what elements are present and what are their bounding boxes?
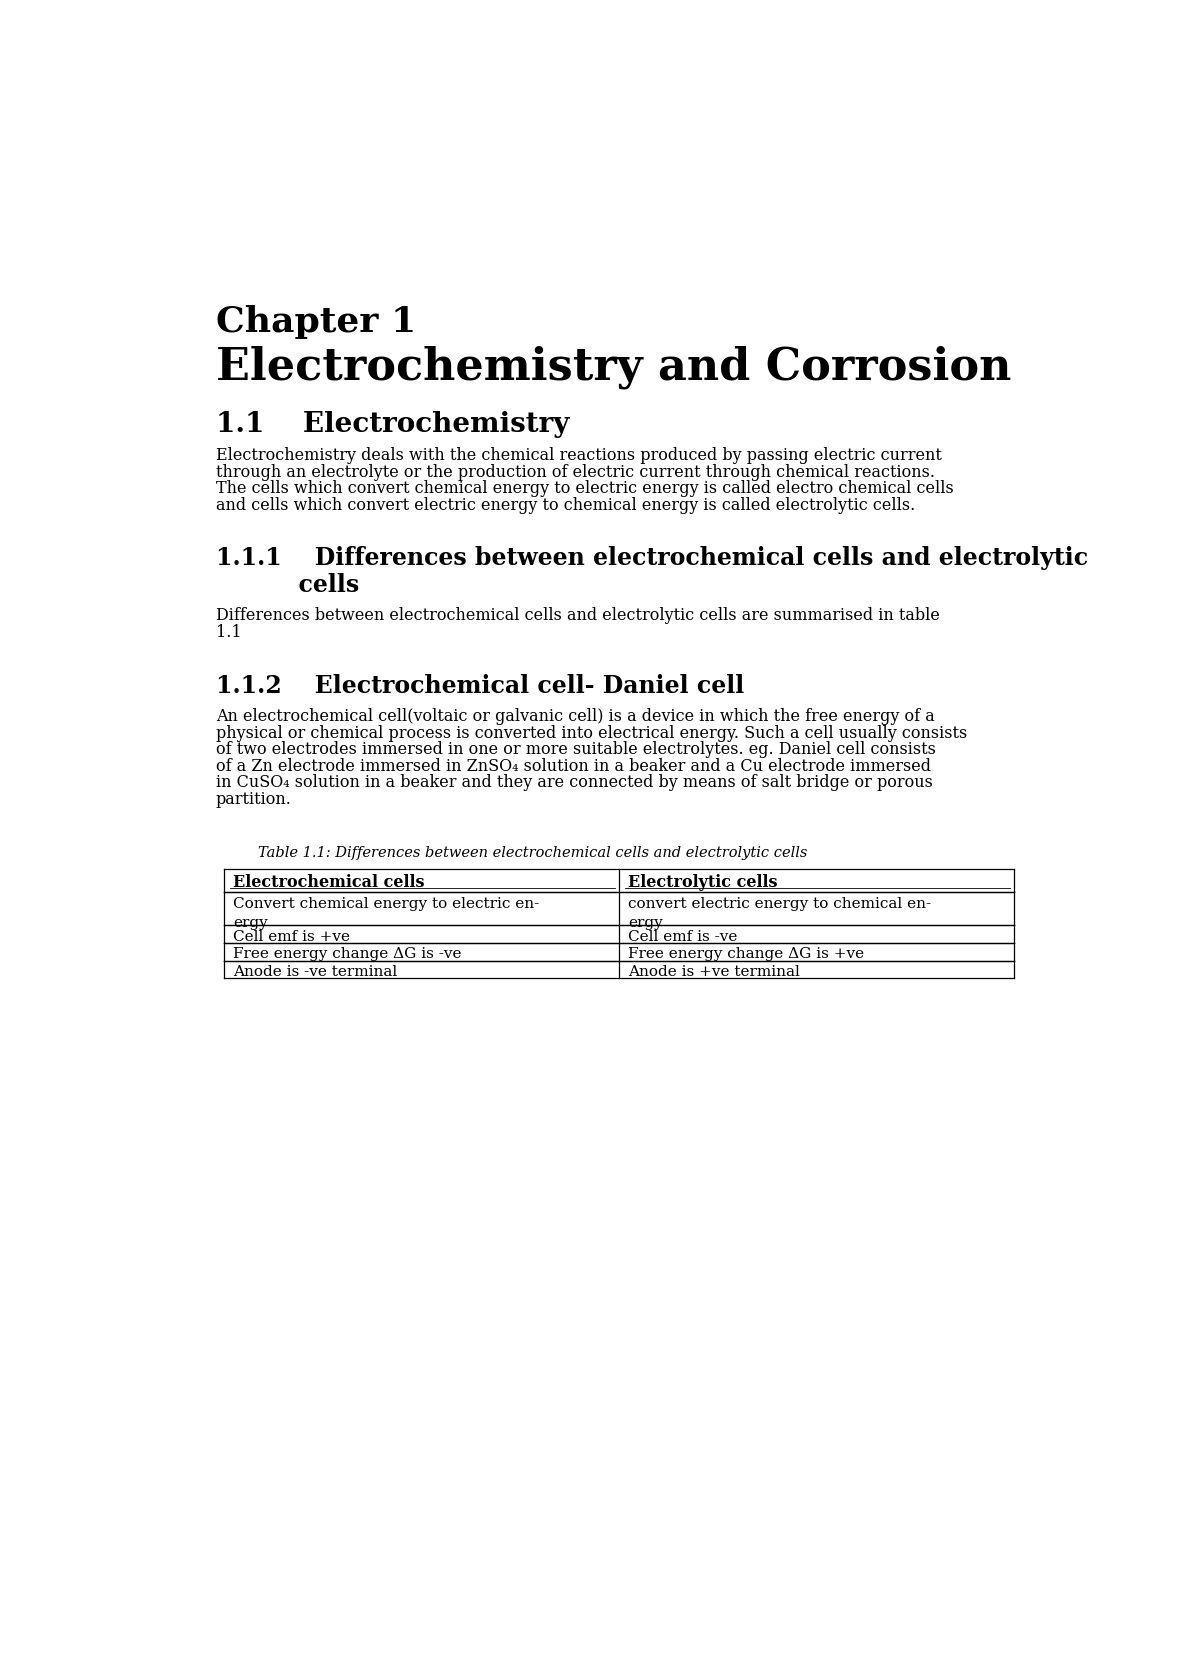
Text: Anode is -ve terminal: Anode is -ve terminal: [233, 965, 397, 980]
Text: Convert chemical energy to electric en-
ergy: Convert chemical energy to electric en- …: [233, 896, 539, 930]
Text: convert electric energy to chemical en-
ergy: convert electric energy to chemical en- …: [628, 896, 931, 930]
Text: 1.1: 1.1: [216, 624, 241, 641]
Text: 1.1    Electrochemistry: 1.1 Electrochemistry: [216, 411, 569, 438]
Text: Electrochemistry deals with the chemical reactions produced by passing electric : Electrochemistry deals with the chemical…: [216, 446, 942, 465]
Text: physical or chemical process is converted into electrical energy. Such a cell us: physical or chemical process is converte…: [216, 725, 967, 742]
Text: cells: cells: [216, 574, 359, 597]
Text: An electrochemical cell(voltaic or galvanic cell) is a device in which the free : An electrochemical cell(voltaic or galva…: [216, 708, 935, 725]
Text: Electrochemical cells: Electrochemical cells: [233, 874, 425, 891]
Text: through an electrolyte or the production of electric current through chemical re: through an electrolyte or the production…: [216, 463, 935, 480]
Text: Table 1.1: Differences between electrochemical cells and electrolytic cells: Table 1.1: Differences between electroch…: [258, 846, 808, 859]
Text: Free energy change ΔG is +ve: Free energy change ΔG is +ve: [628, 948, 864, 961]
Text: The cells which convert chemical energy to electric energy is called electro che: The cells which convert chemical energy …: [216, 480, 954, 497]
Text: and cells which convert electric energy to chemical energy is called electrolyti: and cells which convert electric energy …: [216, 497, 916, 513]
Text: partition.: partition.: [216, 790, 292, 807]
Text: Electrochemistry and Corrosion: Electrochemistry and Corrosion: [216, 346, 1012, 389]
Text: of two electrodes immersed in one or more suitable electrolytes. eg. Daniel cell: of two electrodes immersed in one or mor…: [216, 742, 936, 758]
Text: Differences between electrochemical cells and electrolytic cells are summarised : Differences between electrochemical cell…: [216, 607, 940, 624]
Text: Cell emf is +ve: Cell emf is +ve: [233, 930, 350, 943]
Text: Free energy change ΔG is -ve: Free energy change ΔG is -ve: [233, 948, 462, 961]
Text: 1.1.1    Differences between electrochemical cells and electrolytic: 1.1.1 Differences between electrochemica…: [216, 545, 1088, 569]
Text: Cell emf is -ve: Cell emf is -ve: [628, 930, 738, 943]
Text: 1.1.2    Electrochemical cell- Daniel cell: 1.1.2 Electrochemical cell- Daniel cell: [216, 675, 744, 698]
Text: Chapter 1: Chapter 1: [216, 305, 416, 339]
Text: Anode is +ve terminal: Anode is +ve terminal: [628, 965, 800, 980]
Text: Electrolytic cells: Electrolytic cells: [628, 874, 778, 891]
Text: of a Zn electrode immersed in ZnSO₄ solution in a beaker and a Cu electrode imme: of a Zn electrode immersed in ZnSO₄ solu…: [216, 758, 931, 775]
Text: in CuSO₄ solution in a beaker and they are connected by means of salt bridge or : in CuSO₄ solution in a beaker and they a…: [216, 774, 932, 792]
